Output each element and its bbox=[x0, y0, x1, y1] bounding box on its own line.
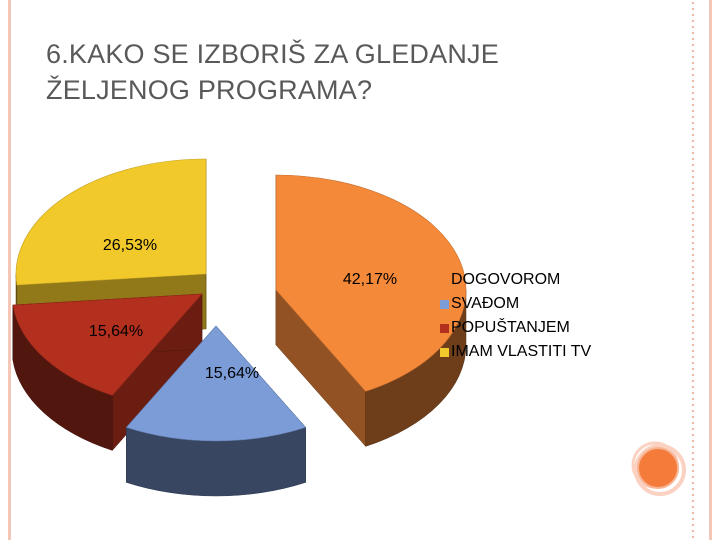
slide-title: 6.KAKO SE IZBORIŠ ZA GLEDANJE ŽELJENOG P… bbox=[46, 36, 646, 108]
data-label-dogovorom: 42,17% bbox=[343, 271, 397, 288]
legend-item-popu-tanjem: POPUŠTANJEM bbox=[440, 316, 591, 340]
legend-swatch bbox=[440, 275, 449, 285]
left-frame-line bbox=[8, 0, 11, 540]
legend-label: SVAĐOM bbox=[451, 295, 520, 312]
pie-tops bbox=[12, 158, 467, 442]
legend-label: DOGOVOROM bbox=[451, 271, 561, 288]
legend-label: IMAM VLASTITI TV bbox=[451, 343, 592, 360]
data-label-imam-vlastiti-tv: 26,53% bbox=[103, 237, 157, 254]
data-label-popu-tanjem: 15,64% bbox=[89, 323, 143, 340]
pie-slice-popu-tanjem bbox=[12, 293, 203, 396]
right-dotted-border bbox=[690, 0, 696, 540]
legend-swatch bbox=[440, 299, 449, 309]
pie-labels: 42,17% 15,64% 15,64% 26,53% bbox=[89, 237, 397, 382]
legend-label: POPUŠTANJEM bbox=[451, 319, 570, 336]
legend-swatch bbox=[440, 347, 449, 357]
legend-swatch bbox=[440, 323, 449, 333]
data-label-sva-om: 15,64% bbox=[205, 365, 259, 382]
pie-slice-dogovorom bbox=[275, 174, 467, 392]
title-line-1: 6.KAKO SE IZBORIŠ ZA GLEDANJE bbox=[46, 39, 499, 69]
legend-item-sva-om: SVAĐOM bbox=[440, 292, 591, 316]
pie-slice-sva-om bbox=[125, 325, 307, 442]
legend-item-imam-vlastiti-tv: IMAM VLASTITI TV bbox=[440, 340, 591, 364]
legend-item-dogovorom: DOGOVOROM bbox=[440, 268, 591, 292]
decorative-circles bbox=[631, 441, 686, 496]
pie-slice-imam-vlastiti-tv bbox=[15, 158, 207, 286]
chart-legend: DOGOVOROM SVAĐOM POPUŠTANJEM IMAM VLASTITI … bbox=[440, 268, 591, 364]
right-frame-line bbox=[709, 0, 712, 540]
title-line-2: ŽELJENOG PROGRAMA? bbox=[46, 75, 373, 105]
